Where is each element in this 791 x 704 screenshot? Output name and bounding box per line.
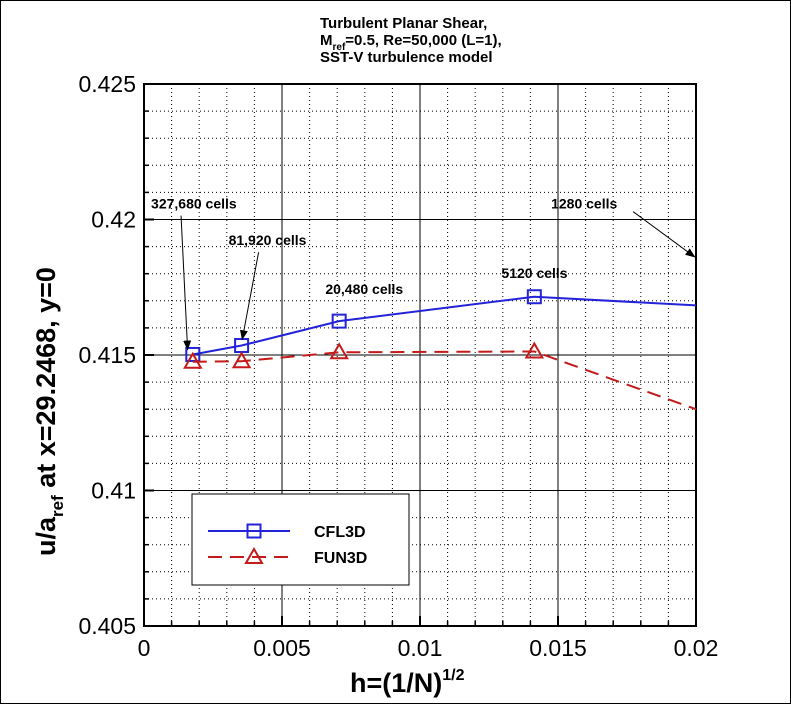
annotation-label: 5120 cells [501, 265, 567, 281]
data-point-fun3d [183, 351, 203, 369]
x-tick-label: 0.01 [398, 635, 443, 661]
title-text: =0.5, Re=50,000 (L=1), [345, 32, 501, 49]
series-fun3d [183, 341, 697, 411]
series-layer [183, 289, 697, 411]
y-tick-label: 0.405 [78, 613, 136, 639]
y-tick-label: 0.425 [78, 71, 136, 97]
x-tick-label: 0.005 [253, 635, 311, 661]
x-tick-label: 0 [138, 635, 151, 661]
annotation-label: 81,920 cells [229, 232, 307, 248]
annotation-layer: 327,680 cells 81,920 cells 20,480 cells 512… [151, 196, 696, 351]
title-line: Turbulent Planar Shear, [320, 15, 487, 32]
data-point-cfl3d [331, 313, 347, 329]
x-tick-label: 0.02 [674, 635, 719, 661]
annotation-arrow [632, 211, 696, 258]
title-subscript: ref [333, 42, 346, 53]
x-axis-label-base: h=(1/N) [350, 668, 442, 698]
x-tick-label: 0.015 [529, 635, 587, 661]
legend-label-fun3d: FUN3D [314, 550, 367, 567]
tick-layer: 0 0.005 0.01 0.015 0.02 0.405 0.41 0.415 0.42 0.4… [78, 71, 718, 661]
data-point-fun3d [524, 341, 545, 359]
annotation-arrow [180, 215, 192, 351]
title-line: Mref=0.5, Re=50,000 (L=1), [320, 32, 502, 53]
legend-marker-fun3d [244, 546, 264, 564]
y-tick-label: 0.415 [78, 342, 136, 368]
title-line: SST-V turbulence model [320, 49, 493, 66]
y-axis-label-subscript: ref [48, 495, 67, 517]
data-point-fun3d [329, 342, 349, 360]
annotation-label: 327,680 cells [151, 196, 237, 212]
grid-layer [144, 84, 696, 626]
y-axis-label: u/aref at x=29.2468, y=0 [31, 267, 67, 556]
axis-labels: h=(1/N)1/2 u/aref at x=29.2468, y=0 [31, 267, 465, 698]
legend-label-cfl3d: CFL3D [314, 524, 366, 541]
data-point-cfl3d [526, 289, 542, 305]
annotation-label: 20,480 cells [325, 281, 403, 297]
title-text: M [320, 32, 333, 49]
y-tick-label: 0.42 [91, 207, 136, 233]
x-axis-label-superscript: 1/2 [442, 667, 464, 684]
chart-title: Turbulent Planar Shear,Mref=0.5, Re=50,0… [320, 15, 502, 66]
y-tick-label: 0.41 [91, 478, 136, 504]
x-axis-label: h=(1/N)1/2 [350, 667, 465, 698]
data-point-fun3d [231, 351, 252, 369]
series-line-cfl3d [192, 295, 697, 356]
series-line-fun3d [192, 350, 697, 411]
legend-marker-cfl3d [246, 523, 262, 539]
title-text: Turbulent Planar Shear, [320, 15, 487, 32]
y-axis-label-text: u/a [31, 516, 61, 556]
legend-box [191, 493, 410, 586]
annotation-label: 1280 cells [551, 196, 617, 212]
annotation-arrow [239, 252, 260, 341]
legend: CFL3D FUN3D [191, 493, 410, 586]
y-axis-label-text: at x=29.2468, y=0 [31, 267, 61, 495]
title-text: SST-V turbulence model [320, 49, 493, 66]
series-cfl3d [185, 289, 697, 362]
